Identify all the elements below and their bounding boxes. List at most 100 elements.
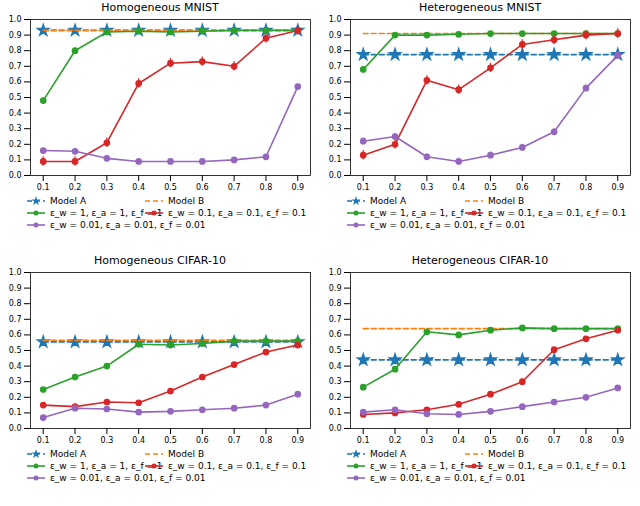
svg-text:0.6: 0.6 — [9, 330, 22, 339]
svg-text:0.7: 0.7 — [9, 62, 22, 71]
svg-text:0.2: 0.2 — [329, 140, 342, 149]
svg-text:0.3: 0.3 — [9, 124, 22, 133]
html-text:ε_w = 0.01, ε_a = 0.01, ε_f =: ε_w = 0.01, ε_a = 0.01, ε_f = 0.01 — [50, 220, 206, 230]
svg-text:0.1: 0.1 — [37, 183, 50, 192]
svg-text:0.2: 0.2 — [389, 183, 402, 192]
svg-text:0.5: 0.5 — [164, 183, 177, 192]
html-text:Heterogeneous CIFAR-10: Heterogeneous CIFAR-10 — [411, 254, 549, 267]
html-text:Homogeneous CIFAR-10: Homogeneous CIFAR-10 — [94, 254, 226, 267]
svg-text:0.8: 0.8 — [580, 183, 593, 192]
html-text:Homogeneous MNIST: Homogeneous MNIST — [101, 1, 219, 14]
svg-text:0.2: 0.2 — [69, 183, 82, 192]
svg-text:0.1: 0.1 — [37, 436, 50, 445]
svg-text:0.4: 0.4 — [452, 436, 465, 445]
svg-text:0.9: 0.9 — [611, 436, 624, 445]
svg-text:0.7: 0.7 — [228, 183, 241, 192]
svg-text:0.8: 0.8 — [329, 299, 342, 308]
svg-text:0.7: 0.7 — [9, 315, 22, 324]
html-text:ε_w = 0.01, ε_a = 0.01, ε_f =: ε_w = 0.01, ε_a = 0.01, ε_f = 0.01 — [370, 220, 526, 230]
svg-text:0.1: 0.1 — [357, 436, 370, 445]
svg-text:0.1: 0.1 — [329, 155, 342, 164]
svg-text:0.2: 0.2 — [389, 436, 402, 445]
svg-text:0.8: 0.8 — [260, 183, 273, 192]
svg-text:0.3: 0.3 — [329, 377, 342, 386]
svg-text:0.7: 0.7 — [228, 436, 241, 445]
html-text:ε_w = 1, ε_a = 1, ε_f = 1: ε_w = 1, ε_a = 1, ε_f = 1 — [370, 208, 483, 218]
svg-text:0.4: 0.4 — [132, 436, 145, 445]
svg-text:0.0: 0.0 — [9, 171, 22, 180]
svg-text:1.0: 1.0 — [9, 268, 22, 277]
html-text:Model A: Model A — [50, 449, 86, 459]
svg-text:0.8: 0.8 — [9, 46, 22, 55]
html-text:Model A: Model A — [50, 196, 86, 206]
html-text:Model A: Model A — [370, 196, 406, 206]
svg-text:0.6: 0.6 — [329, 77, 342, 86]
html-text:Model A: Model A — [370, 449, 406, 459]
svg-text:0.4: 0.4 — [452, 183, 465, 192]
svg-text:0.6: 0.6 — [329, 330, 342, 339]
svg-text:0.9: 0.9 — [291, 436, 304, 445]
svg-text:0.3: 0.3 — [100, 183, 113, 192]
html-text:ε_w = 0.1, ε_a = 0.1, ε_f = 0.: ε_w = 0.1, ε_a = 0.1, ε_f = 0.1 — [488, 208, 627, 218]
svg-text:0.5: 0.5 — [329, 93, 342, 102]
svg-text:0.7: 0.7 — [329, 62, 342, 71]
svg-text:0.3: 0.3 — [420, 183, 433, 192]
svg-text:0.4: 0.4 — [9, 362, 22, 371]
svg-text:0.8: 0.8 — [580, 436, 593, 445]
html-text:Model B: Model B — [168, 196, 205, 206]
svg-text:0.8: 0.8 — [329, 46, 342, 55]
svg-text:0.9: 0.9 — [611, 183, 624, 192]
svg-text:0.6: 0.6 — [196, 436, 209, 445]
svg-text:0.6: 0.6 — [516, 436, 529, 445]
svg-text:0.6: 0.6 — [9, 77, 22, 86]
html-text:ε_w = 0.01, ε_a = 0.01, ε_f =: ε_w = 0.01, ε_a = 0.01, ε_f = 0.01 — [50, 473, 206, 483]
svg-text:0.5: 0.5 — [9, 346, 22, 355]
svg-text:0.3: 0.3 — [329, 124, 342, 133]
svg-text:0.9: 0.9 — [329, 31, 342, 40]
svg-text:0.3: 0.3 — [9, 377, 22, 386]
svg-text:0.1: 0.1 — [329, 408, 342, 417]
svg-text:0.3: 0.3 — [100, 436, 113, 445]
svg-text:0.2: 0.2 — [69, 436, 82, 445]
svg-text:0.4: 0.4 — [329, 109, 342, 118]
svg-text:1.0: 1.0 — [329, 268, 342, 277]
svg-text:0.2: 0.2 — [9, 393, 22, 402]
html-text:ε_w = 0.1, ε_a = 0.1, ε_f = 0.: ε_w = 0.1, ε_a = 0.1, ε_f = 0.1 — [168, 208, 307, 218]
svg-text:0.1: 0.1 — [357, 183, 370, 192]
svg-text:0.6: 0.6 — [196, 183, 209, 192]
html-text:Model B: Model B — [168, 449, 205, 459]
svg-text:0.5: 0.5 — [329, 346, 342, 355]
svg-text:0.4: 0.4 — [329, 362, 342, 371]
svg-text:0.1: 0.1 — [9, 155, 22, 164]
svg-text:0.1: 0.1 — [9, 408, 22, 417]
svg-text:0.7: 0.7 — [329, 315, 342, 324]
svg-text:0.9: 0.9 — [291, 183, 304, 192]
svg-text:0.5: 0.5 — [9, 93, 22, 102]
svg-text:0.5: 0.5 — [484, 436, 497, 445]
svg-text:0.3: 0.3 — [420, 436, 433, 445]
svg-text:0.9: 0.9 — [329, 284, 342, 293]
svg-text:1.0: 1.0 — [329, 15, 342, 24]
svg-text:0.5: 0.5 — [164, 436, 177, 445]
svg-text:0.4: 0.4 — [9, 109, 22, 118]
html-text:Heterogeneous MNIST: Heterogeneous MNIST — [418, 1, 542, 14]
svg-text:0.0: 0.0 — [9, 424, 22, 433]
svg-text:0.4: 0.4 — [132, 183, 145, 192]
svg-text:0.2: 0.2 — [9, 140, 22, 149]
svg-text:0.6: 0.6 — [516, 183, 529, 192]
svg-text:0.9: 0.9 — [9, 284, 22, 293]
html-text:ε_w = 1, ε_a = 1, ε_f = 1: ε_w = 1, ε_a = 1, ε_f = 1 — [50, 461, 163, 471]
svg-text:0.8: 0.8 — [260, 436, 273, 445]
svg-text:0.7: 0.7 — [548, 183, 561, 192]
svg-text:1.0: 1.0 — [9, 15, 22, 24]
svg-text:0.2: 0.2 — [329, 393, 342, 402]
svg-text:0.8: 0.8 — [9, 299, 22, 308]
svg-text:0.0: 0.0 — [329, 171, 342, 180]
svg-text:0.9: 0.9 — [9, 31, 22, 40]
html-text:Model B: Model B — [488, 196, 525, 206]
html-text:ε_w = 0.1, ε_a = 0.1, ε_f = 0.: ε_w = 0.1, ε_a = 0.1, ε_f = 0.1 — [168, 461, 307, 471]
html-text:ε_w = 1, ε_a = 1, ε_f = 1: ε_w = 1, ε_a = 1, ε_f = 1 — [50, 208, 163, 218]
svg-text:0.0: 0.0 — [329, 424, 342, 433]
svg-text:0.5: 0.5 — [484, 183, 497, 192]
svg-text:0.7: 0.7 — [548, 436, 561, 445]
